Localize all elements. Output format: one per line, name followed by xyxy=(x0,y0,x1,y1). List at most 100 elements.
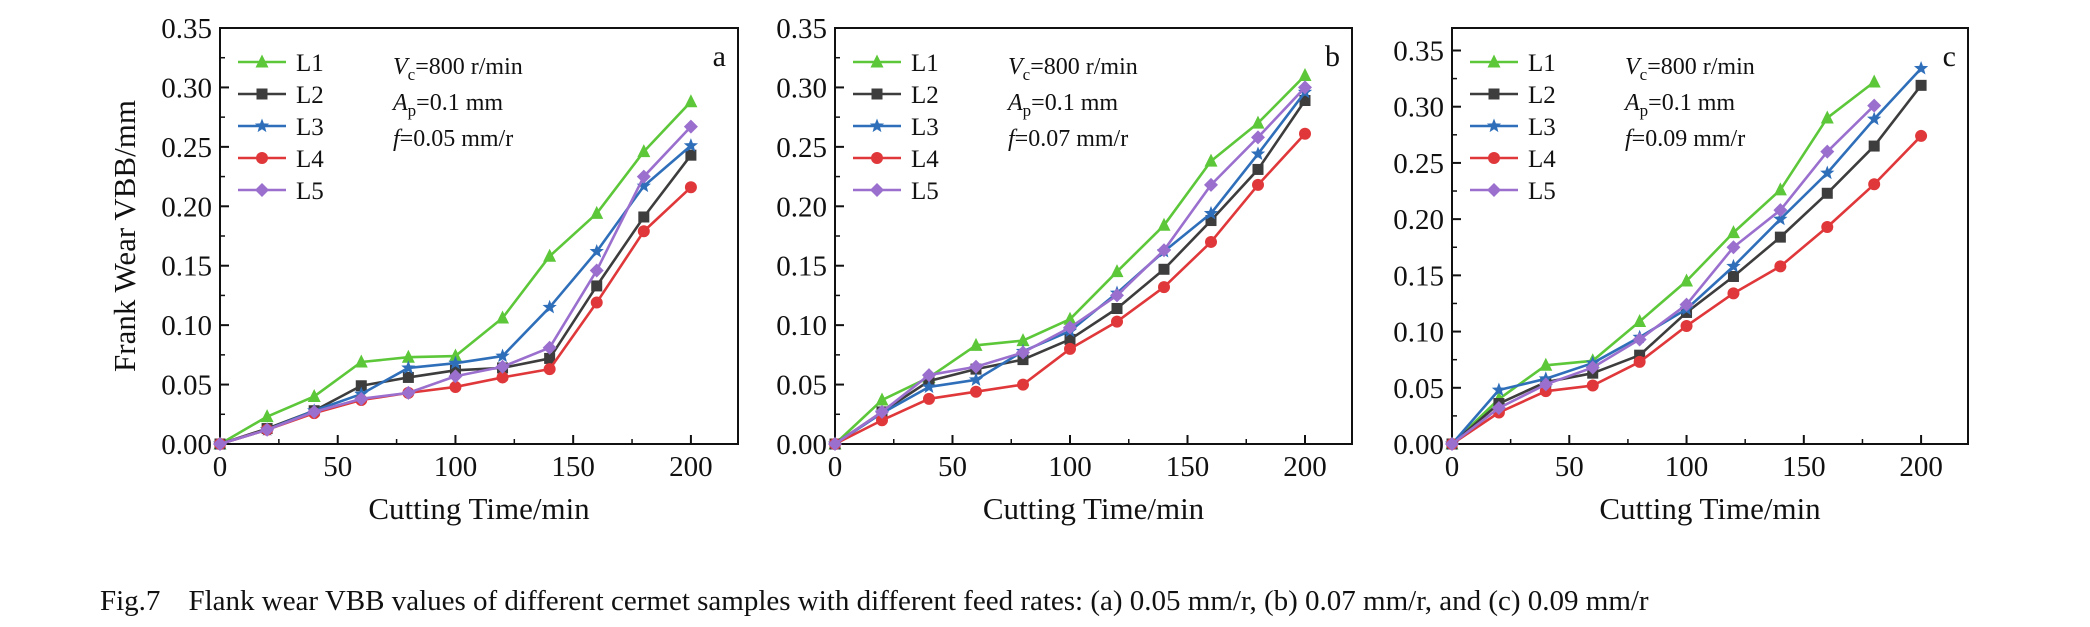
x-tick-label: 0 xyxy=(213,451,228,483)
data-point xyxy=(543,248,557,262)
data-point xyxy=(401,349,415,363)
legend-entry: L1 xyxy=(1470,50,1556,77)
data-point xyxy=(1204,177,1218,192)
data-point xyxy=(401,385,416,400)
x-tick-label: 0 xyxy=(1445,451,1460,483)
legend-entry: L2 xyxy=(1470,82,1556,109)
data-point xyxy=(1915,79,1927,91)
x-tick-label: 150 xyxy=(1782,451,1826,483)
series-L5 xyxy=(1445,98,1882,451)
data-point xyxy=(448,355,463,370)
legend-entry: L3 xyxy=(853,114,939,141)
data-point xyxy=(1821,187,1833,199)
legend-marker xyxy=(1486,118,1502,133)
data-point xyxy=(1539,357,1553,371)
y-tick-label: 0.25 xyxy=(1393,148,1444,180)
data-point xyxy=(683,119,698,134)
x-axis-label: Cutting Time/min xyxy=(983,491,1205,526)
legend-entry: L4 xyxy=(853,146,939,173)
legend-marker xyxy=(871,88,883,100)
data-point xyxy=(970,385,982,398)
data-point xyxy=(1158,281,1170,294)
data-point xyxy=(1633,355,1646,368)
data-point xyxy=(1251,115,1265,129)
y-tick-label: 0.30 xyxy=(776,72,827,104)
data-point xyxy=(1205,235,1217,248)
legend-label: L3 xyxy=(296,114,324,141)
data-point xyxy=(355,380,367,392)
data-point xyxy=(1299,95,1311,107)
legend-marker xyxy=(256,88,268,100)
legend-label: L2 xyxy=(296,82,324,109)
data-point xyxy=(213,437,227,451)
y-tick-label: 0.10 xyxy=(1393,317,1444,349)
legend-label: L5 xyxy=(296,178,324,205)
legend-label: L2 xyxy=(911,82,939,109)
data-point xyxy=(1017,354,1029,366)
x-tick-label: 100 xyxy=(1665,451,1709,483)
data-point xyxy=(923,392,935,405)
y-tick-label: 0.05 xyxy=(1393,373,1444,405)
data-point xyxy=(1913,60,1929,75)
legend-marker xyxy=(1487,183,1501,197)
panel-label: b xyxy=(1325,40,1340,73)
data-point xyxy=(1867,111,1882,126)
y-tick-label: 0.10 xyxy=(161,310,212,342)
data-point xyxy=(637,144,651,158)
data-point xyxy=(1203,205,1219,220)
legend-label: L3 xyxy=(1528,114,1556,141)
y-tick-label: 0.00 xyxy=(776,429,827,461)
panel-label: a xyxy=(713,40,726,73)
data-point xyxy=(969,337,983,351)
data-point xyxy=(1634,349,1646,361)
legend: L1 L2 L3 L4 L5 xyxy=(853,50,939,205)
y-tick-label: 0.35 xyxy=(161,13,212,45)
data-point xyxy=(968,372,984,386)
data-point xyxy=(1250,146,1266,161)
data-point xyxy=(402,371,414,383)
data-point xyxy=(1157,243,1171,258)
legend: L1 L2 L3 L4 L5 xyxy=(238,50,324,205)
data-point xyxy=(1681,306,1693,318)
data-point xyxy=(591,280,603,292)
data-point xyxy=(1632,332,1647,347)
x-tick-label: 200 xyxy=(1899,451,1943,483)
series-L1 xyxy=(1445,74,1881,450)
data-point xyxy=(1204,153,1218,167)
y-tick-label: 0.25 xyxy=(161,132,212,164)
data-point xyxy=(1016,345,1030,360)
y-tick-label: 0.35 xyxy=(1393,35,1444,67)
legend-label: L4 xyxy=(1528,146,1556,173)
legend-label: L5 xyxy=(1528,178,1556,205)
series-line xyxy=(219,144,692,446)
legend-marker xyxy=(871,152,883,164)
data-point xyxy=(1867,98,1882,113)
data-point xyxy=(1915,129,1928,142)
data-point xyxy=(1063,311,1077,325)
legend-marker xyxy=(1488,152,1500,164)
data-point xyxy=(1633,313,1647,327)
chart-panel-c: 0 50 100 150 200 0.00 0.05 0.10 0.15 0.20 0.25 0.30… xyxy=(1393,27,1969,526)
legend-entry: L5 xyxy=(1470,178,1556,205)
data-point xyxy=(1252,178,1264,191)
series-L3 xyxy=(212,138,699,451)
data-point xyxy=(1868,140,1880,152)
data-point xyxy=(1491,401,1506,416)
condition-text: Ap=0.1 mm xyxy=(1623,90,1735,120)
data-point xyxy=(636,169,651,184)
data-point xyxy=(1820,110,1834,124)
x-tick-label: 200 xyxy=(1283,451,1327,483)
data-point xyxy=(1820,165,1835,180)
y-tick-label: 0.15 xyxy=(161,251,212,283)
x-tick-label: 100 xyxy=(434,451,478,483)
data-point xyxy=(1538,377,1553,392)
data-point xyxy=(1774,231,1786,243)
data-point xyxy=(354,391,369,406)
data-point xyxy=(969,359,983,374)
data-point xyxy=(448,348,462,362)
data-point xyxy=(401,360,416,374)
data-point xyxy=(1491,382,1507,397)
legend-marker xyxy=(870,54,884,68)
legend-entry: L4 xyxy=(1470,146,1556,173)
